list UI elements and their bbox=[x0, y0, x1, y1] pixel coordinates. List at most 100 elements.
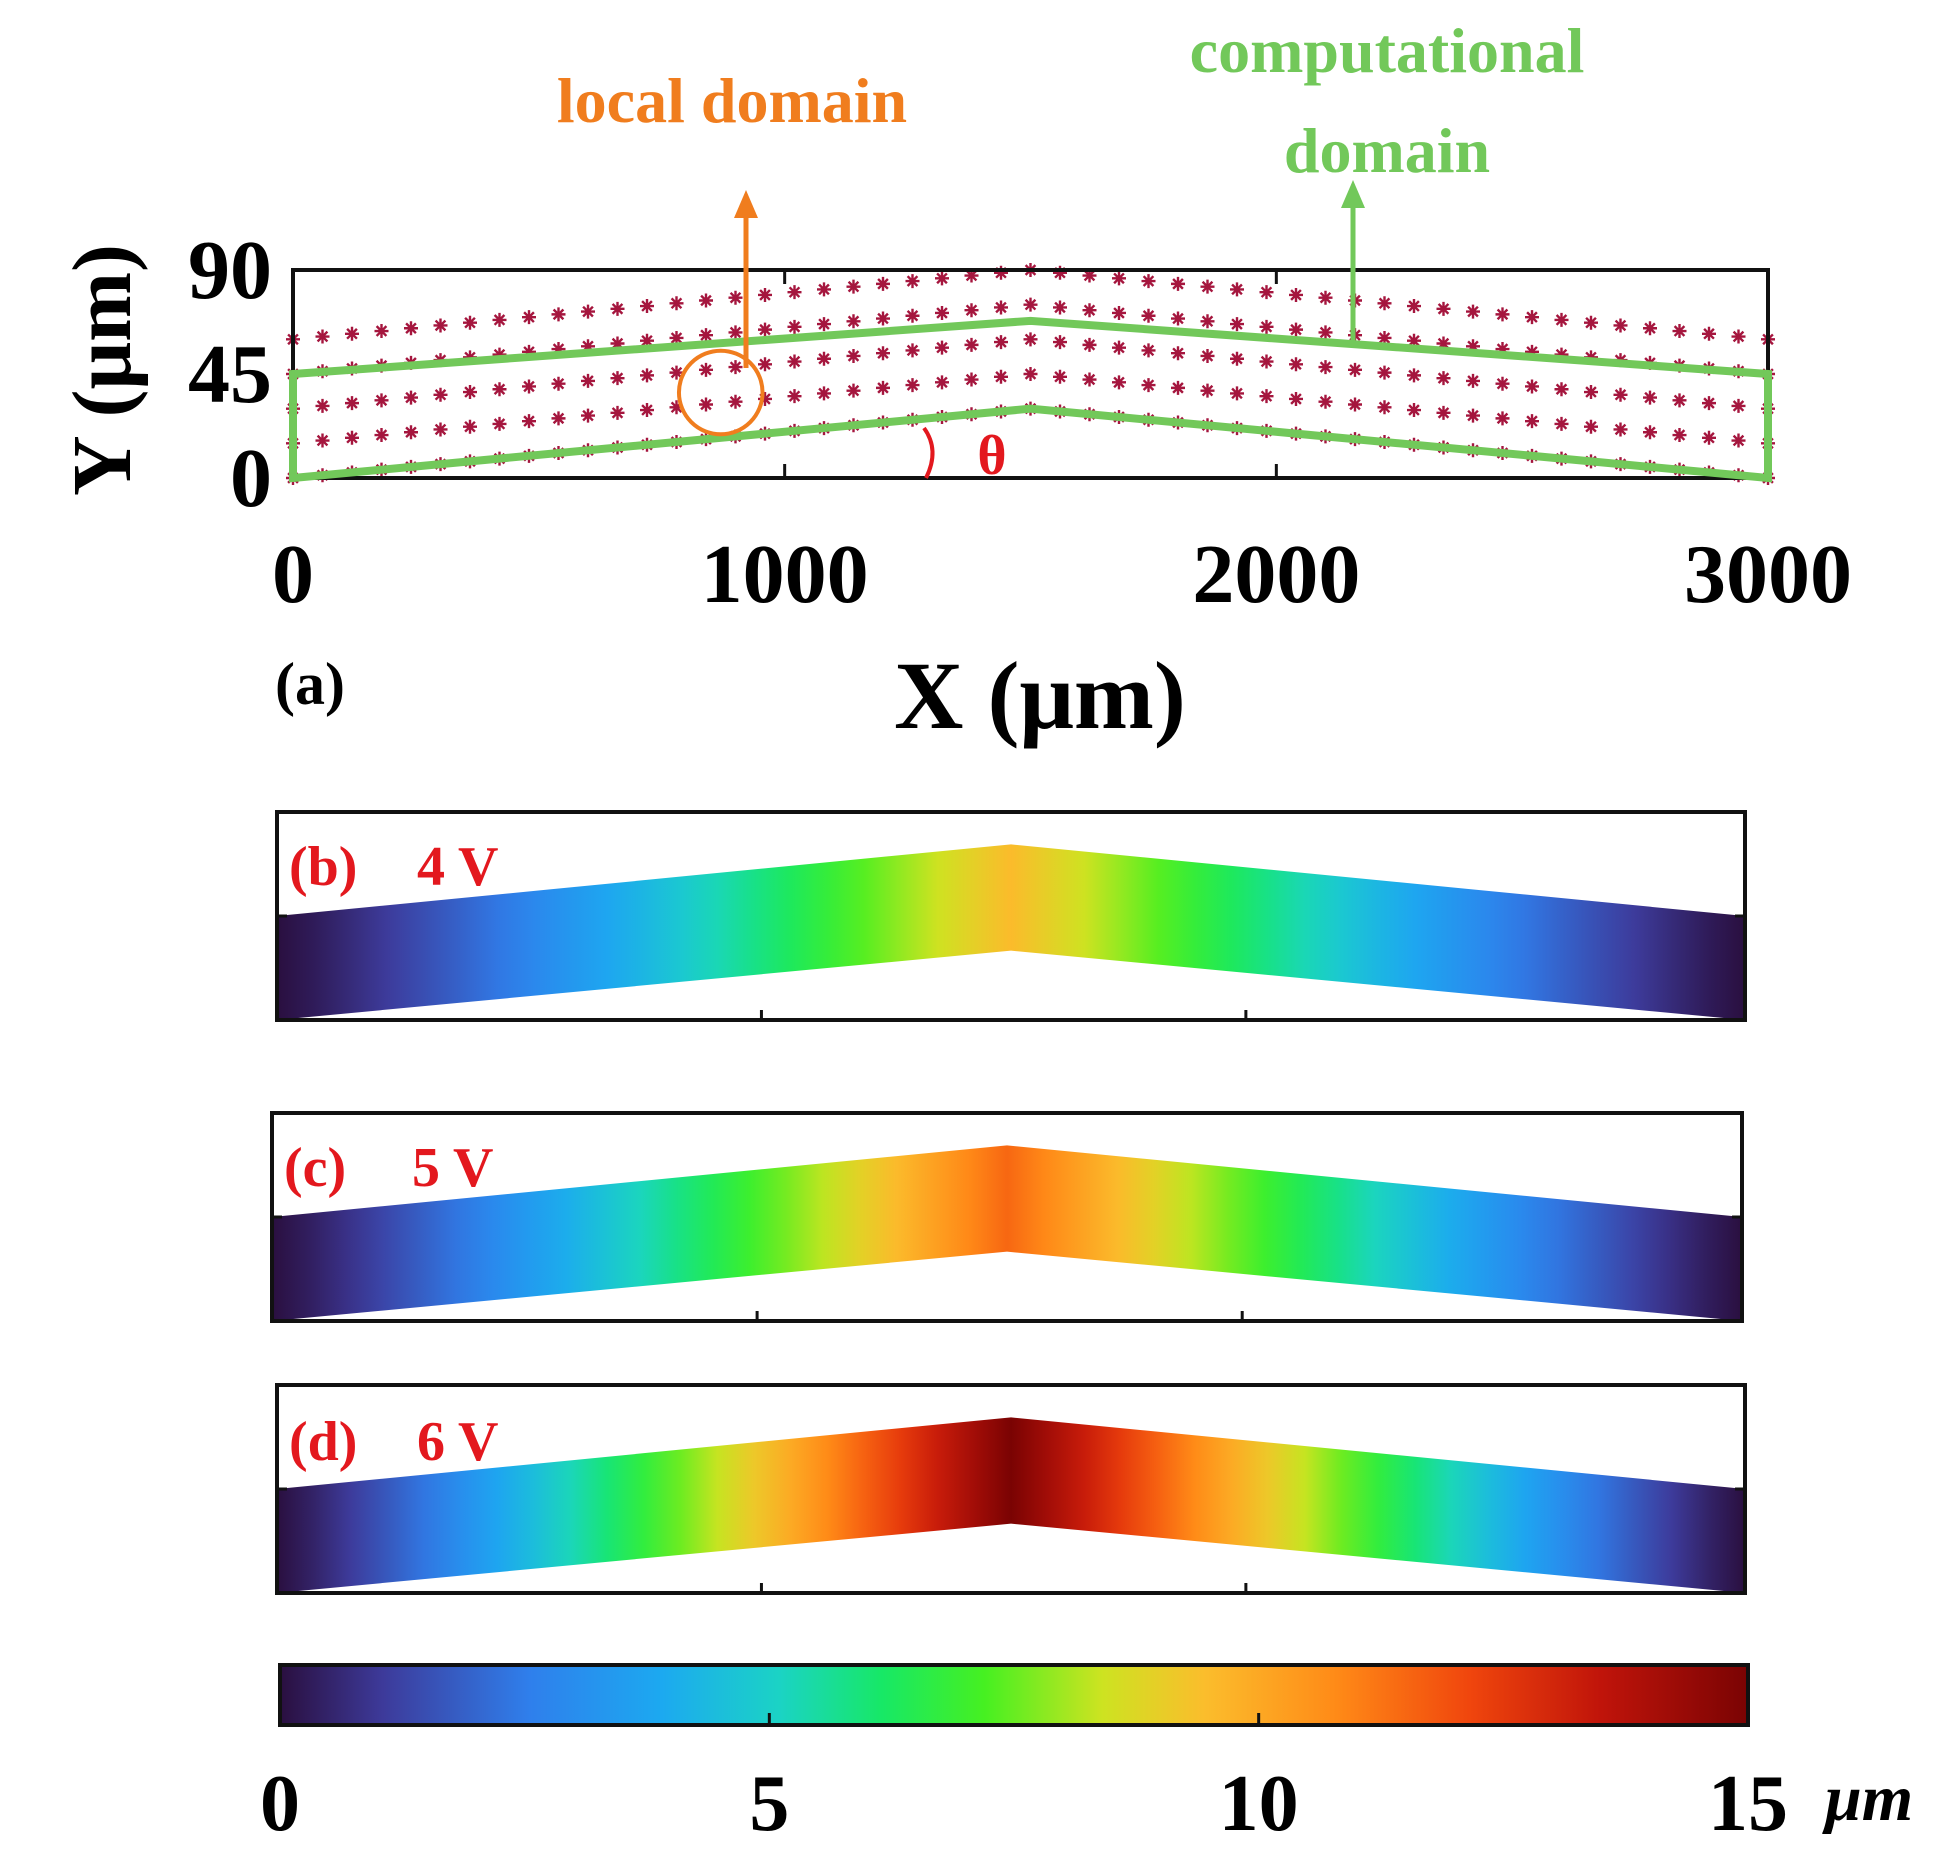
node-marker bbox=[935, 271, 949, 286]
node-marker bbox=[1495, 411, 1510, 426]
node-marker bbox=[551, 307, 566, 322]
node-marker bbox=[551, 342, 566, 357]
node-marker bbox=[404, 390, 418, 405]
node-marker bbox=[640, 299, 654, 314]
node-marker bbox=[994, 335, 1008, 350]
panel-b: (b) 4 V bbox=[275, 810, 1747, 1022]
node-marker bbox=[1407, 333, 1421, 348]
node-marker bbox=[758, 357, 772, 372]
node-marker bbox=[758, 287, 772, 302]
node-marker bbox=[1348, 362, 1362, 377]
node-marker bbox=[905, 274, 920, 289]
node-marker bbox=[846, 279, 861, 294]
node-marker bbox=[1171, 380, 1185, 395]
colorbar-strip bbox=[278, 1663, 1750, 1727]
node-marker bbox=[964, 372, 979, 387]
local-domain-circle bbox=[676, 348, 765, 437]
node-marker bbox=[1200, 383, 1215, 398]
x-tick-label: 3000 bbox=[1684, 528, 1852, 621]
y-axis-label: Y (μm) bbox=[56, 244, 149, 496]
node-marker bbox=[1672, 428, 1687, 443]
node-marker bbox=[787, 319, 802, 334]
node-marker bbox=[522, 310, 536, 325]
node-marker bbox=[1436, 336, 1451, 351]
node-marker bbox=[1112, 375, 1126, 390]
node-marker bbox=[964, 337, 979, 352]
panel-tag: (b) bbox=[289, 836, 357, 898]
local-domain-label: local domain bbox=[557, 65, 907, 136]
node-marker bbox=[1436, 371, 1451, 386]
y-tick-label: 45 bbox=[188, 328, 272, 421]
colorbar: 0 5 10 15 μm bbox=[260, 1663, 1913, 1848]
node-marker bbox=[964, 268, 979, 283]
node-marker bbox=[1053, 369, 1067, 384]
deflection-beam bbox=[277, 1417, 1745, 1593]
node-marker bbox=[728, 325, 743, 340]
node-marker bbox=[610, 371, 625, 386]
node-marker bbox=[846, 383, 861, 398]
panel-tag: (c) bbox=[284, 1137, 346, 1199]
node-marker bbox=[610, 405, 625, 420]
node-marker bbox=[610, 301, 625, 316]
node-marker bbox=[1053, 300, 1067, 315]
y-tick-label: 0 bbox=[230, 432, 272, 525]
node-marker bbox=[1259, 354, 1274, 369]
node-marker bbox=[581, 339, 595, 354]
node-marker bbox=[1466, 304, 1480, 319]
node-marker bbox=[345, 326, 359, 341]
node-marker bbox=[404, 425, 418, 440]
node-marker bbox=[1171, 311, 1185, 326]
node-marker bbox=[876, 346, 890, 361]
node-marker bbox=[433, 387, 448, 402]
node-marker bbox=[1672, 324, 1687, 339]
node-marker bbox=[1613, 387, 1628, 402]
node-marker bbox=[581, 373, 595, 388]
node-marker bbox=[345, 396, 359, 411]
node-marker bbox=[492, 382, 507, 397]
node-marker bbox=[1525, 344, 1539, 359]
node-marker bbox=[1495, 376, 1510, 391]
colorbar-tick-label: 0 bbox=[260, 1760, 300, 1848]
node-marker bbox=[964, 303, 979, 318]
node-marker bbox=[758, 391, 772, 406]
node-marker bbox=[699, 362, 713, 377]
node-marker bbox=[1466, 408, 1480, 423]
node-marker bbox=[1554, 312, 1569, 327]
angle-arc bbox=[922, 426, 935, 479]
node-marker bbox=[1348, 397, 1362, 412]
node-marker bbox=[1230, 386, 1244, 401]
node-marker bbox=[374, 428, 389, 443]
node-marker bbox=[1525, 414, 1539, 429]
node-marker bbox=[728, 290, 743, 305]
node-marker bbox=[817, 386, 831, 401]
node-marker bbox=[1289, 357, 1303, 372]
node-marker bbox=[994, 300, 1008, 315]
node-marker bbox=[846, 314, 861, 329]
panel-a: local domain computational domain θ 0 100… bbox=[56, 15, 1852, 749]
node-marker bbox=[1289, 322, 1303, 337]
node-marker bbox=[404, 321, 418, 336]
deflection-beam bbox=[277, 844, 1745, 1020]
node-marker bbox=[522, 379, 536, 394]
node-marker bbox=[1259, 319, 1274, 334]
node-marker bbox=[1171, 276, 1185, 291]
node-marker bbox=[1702, 326, 1716, 341]
node-marker bbox=[1584, 385, 1598, 400]
node-marker bbox=[1407, 299, 1421, 314]
node-marker bbox=[817, 317, 831, 332]
node-marker bbox=[787, 354, 802, 369]
node-marker bbox=[1112, 340, 1126, 355]
node-marker bbox=[1584, 315, 1598, 330]
node-marker bbox=[640, 403, 654, 418]
node-marker bbox=[1289, 391, 1303, 406]
node-marker bbox=[994, 265, 1008, 280]
node-marker bbox=[1466, 373, 1480, 388]
node-marker bbox=[1259, 285, 1274, 300]
node-marker bbox=[699, 397, 713, 412]
x-tick-label: 0 bbox=[272, 528, 314, 621]
node-marker bbox=[1053, 265, 1067, 280]
node-marker bbox=[1613, 318, 1628, 333]
node-marker bbox=[876, 276, 890, 291]
node-marker bbox=[1318, 360, 1333, 375]
node-marker bbox=[876, 311, 890, 326]
